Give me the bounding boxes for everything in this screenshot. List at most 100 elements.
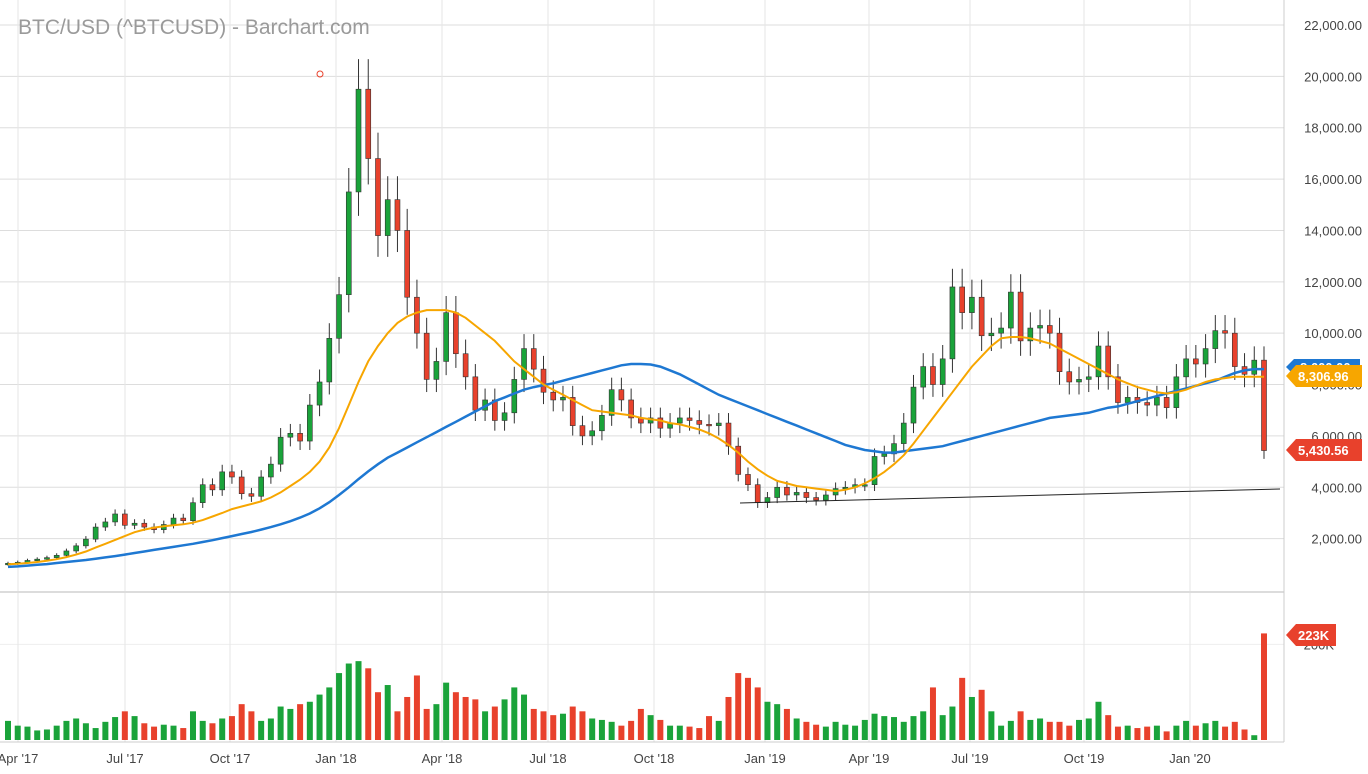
candle <box>355 59 362 216</box>
y-axis-labels: 2,000.004,000.006,000.008,000.0010,000.0… <box>1304 18 1362 652</box>
candle-body <box>462 353 469 378</box>
volume-bar <box>43 729 50 740</box>
volume-bar <box>1212 720 1219 740</box>
candle <box>414 279 420 349</box>
candle-body <box>384 199 391 236</box>
candle <box>316 369 323 417</box>
candle <box>394 176 401 253</box>
candle-body <box>453 312 459 355</box>
candle <box>735 437 742 482</box>
volume-bar <box>5 720 11 740</box>
candle-body <box>268 463 274 478</box>
candle <box>297 423 303 450</box>
candle <box>813 491 819 506</box>
candle <box>112 509 118 527</box>
candle <box>618 377 625 412</box>
candle <box>336 276 342 354</box>
candle-body <box>1017 291 1024 342</box>
candle-body <box>900 422 907 444</box>
volume-bar <box>774 704 781 740</box>
candle <box>569 385 576 436</box>
volume-bar <box>521 694 528 740</box>
candle-body <box>686 417 693 421</box>
candle <box>774 481 780 504</box>
candle-body <box>277 436 284 465</box>
volume-bar <box>326 687 333 740</box>
candle <box>277 428 284 472</box>
volume-bar <box>413 675 420 740</box>
candle-body <box>1231 332 1238 367</box>
volume-bar <box>978 689 985 740</box>
volume-bar <box>511 687 518 740</box>
grid-lines <box>0 24 1284 645</box>
candle-body <box>706 424 712 427</box>
volume-bar <box>657 719 664 740</box>
candle <box>1037 309 1043 344</box>
candle <box>881 445 888 465</box>
volume-bar <box>433 704 440 740</box>
candle <box>258 470 264 502</box>
candle-body <box>1085 376 1092 380</box>
volume-bar <box>131 716 138 740</box>
volume-bar <box>647 715 654 740</box>
ma-fast-badge: 8,306.96 <box>1286 365 1362 387</box>
volume-bar <box>852 725 859 740</box>
volume-bar <box>365 668 372 740</box>
candle <box>920 353 927 400</box>
candle-body <box>589 430 595 437</box>
candle <box>501 402 508 431</box>
volume-bar <box>482 711 489 740</box>
volume-bar <box>949 706 956 740</box>
candle <box>540 355 547 405</box>
volume-bar <box>783 708 790 740</box>
candle-body <box>122 513 128 526</box>
candle <box>492 388 498 431</box>
candle-body <box>44 557 50 560</box>
volume-bar <box>1027 719 1034 740</box>
candle <box>608 377 615 426</box>
candle-body <box>1251 359 1258 375</box>
volume-bar <box>82 723 89 740</box>
candle <box>1046 309 1053 349</box>
candle-body <box>715 422 722 426</box>
y-tick-label: 4,000.00 <box>1311 480 1362 495</box>
candle-body <box>1115 376 1121 403</box>
volume-bar <box>336 673 343 740</box>
volume-bar <box>374 692 381 740</box>
candle-body <box>1212 330 1219 349</box>
x-tick-label: Jul '17 <box>106 751 143 766</box>
candle <box>530 334 537 383</box>
candle <box>122 509 128 530</box>
volume-bar <box>929 687 936 740</box>
volume-bar <box>63 720 70 740</box>
volume-bar <box>744 677 751 740</box>
candle-body <box>1202 348 1209 365</box>
volume-bar <box>1124 725 1131 740</box>
volume-bar <box>754 687 761 740</box>
candle-body <box>53 555 60 558</box>
candle-body <box>112 513 118 523</box>
volume-bar <box>628 720 635 740</box>
volume-bar <box>637 708 644 740</box>
candle-body <box>939 358 946 385</box>
candle <box>443 295 449 376</box>
candle-body <box>881 453 888 457</box>
volume-bar <box>355 661 362 740</box>
candle-body <box>1222 330 1228 334</box>
candle <box>706 414 712 436</box>
candle <box>229 464 235 484</box>
candle-body <box>1193 358 1199 365</box>
candle-body <box>560 397 566 401</box>
volume-bar <box>569 706 576 740</box>
candle-body <box>307 404 313 442</box>
volume-bar <box>1085 718 1092 740</box>
volume-bar <box>1114 726 1121 740</box>
volume-bar <box>209 723 216 740</box>
candle-body <box>599 415 605 432</box>
candle-body <box>1144 402 1150 406</box>
volume-bar <box>472 699 479 740</box>
candle-body <box>472 376 479 411</box>
candle <box>823 489 829 506</box>
candle <box>803 486 810 504</box>
candle-body <box>521 348 527 380</box>
